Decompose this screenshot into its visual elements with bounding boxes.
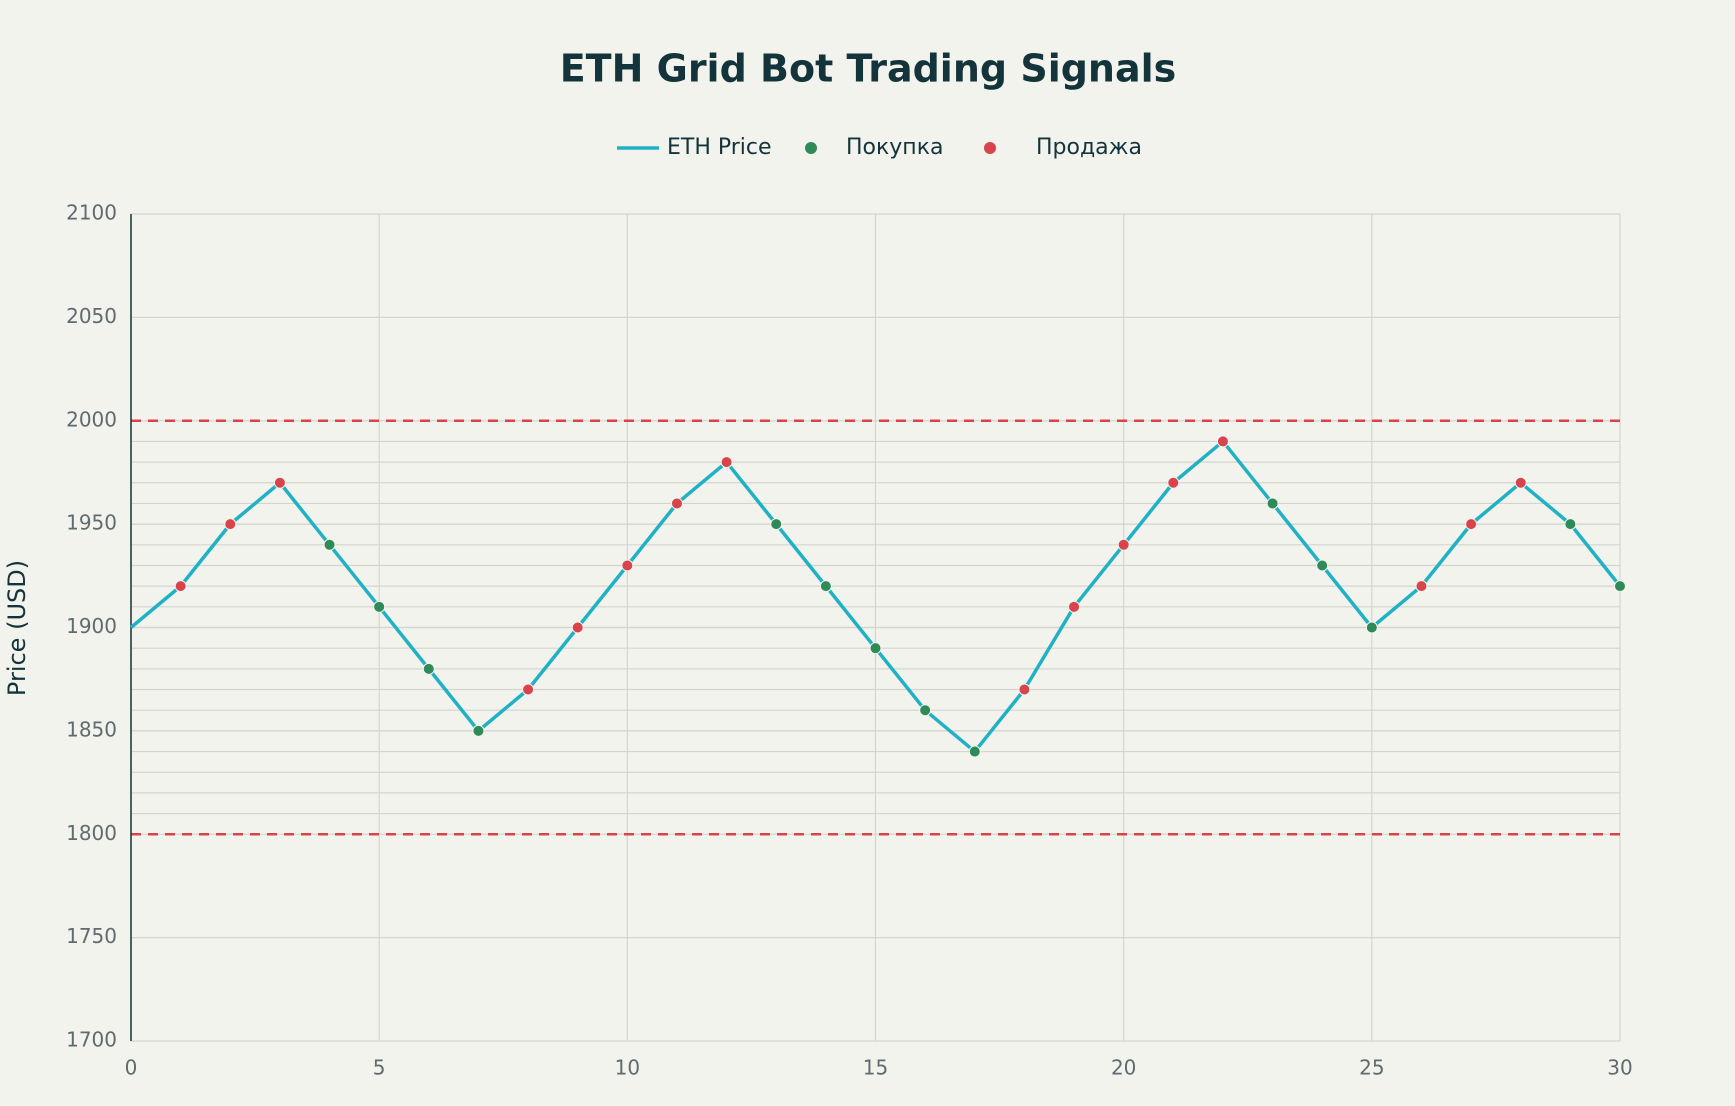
x-tick-label: 20 [1111,1056,1136,1080]
signal-point [1117,538,1130,551]
legend-label: Продажа [1036,135,1142,160]
chart-title: ETH Grid Bot Trading Signals [560,47,1177,91]
signal-point [770,518,783,531]
signal-point [1316,559,1329,572]
signal-point [571,621,584,634]
signal-point [1216,435,1229,448]
x-tick-label: 0 [125,1056,138,1080]
signal-point [720,456,733,469]
signal-point [1564,518,1577,531]
y-tick-label: 1700 [66,1028,117,1052]
signal-point [273,476,286,489]
legend-label: ETH Price [667,135,772,160]
legend-swatch [984,142,996,154]
legend-swatch [805,142,817,154]
signal-point [1167,476,1180,489]
x-tick-label: 5 [373,1056,386,1080]
y-tick-label: 2050 [66,304,117,328]
y-axis-label: Price (USD) [3,560,31,696]
y-tick-label: 1950 [66,511,117,535]
y-tick-label: 1900 [66,614,117,638]
y-tick-label: 2100 [66,201,117,225]
x-tick-label: 30 [1607,1056,1632,1080]
signal-point [373,600,386,613]
x-tick-label: 10 [615,1056,640,1080]
signal-point [968,745,981,758]
signal-point [621,559,634,572]
x-tick-label: 25 [1359,1056,1384,1080]
x-tick-label: 15 [863,1056,888,1080]
y-tick-label: 1850 [66,717,117,741]
signal-point [422,662,435,675]
legend-label: Покупка [846,135,943,160]
signal-point [869,642,882,655]
signal-point [1614,580,1626,593]
signal-point [670,497,683,510]
signal-point [1514,476,1527,489]
y-tick-label: 1800 [66,821,117,845]
signal-point [819,580,832,593]
signal-point [174,580,187,593]
signal-point [1266,497,1279,510]
signal-point [1018,683,1031,696]
signal-point [522,683,535,696]
signal-point [1068,600,1081,613]
signal-point [323,538,336,551]
signal-point [472,724,485,737]
y-tick-label: 2000 [66,407,117,431]
signal-point [224,518,237,531]
signal-point [1365,621,1378,634]
y-tick-label: 1750 [66,924,117,948]
signal-point [1415,580,1428,593]
signal-point [1465,518,1478,531]
signal-point [919,704,932,717]
